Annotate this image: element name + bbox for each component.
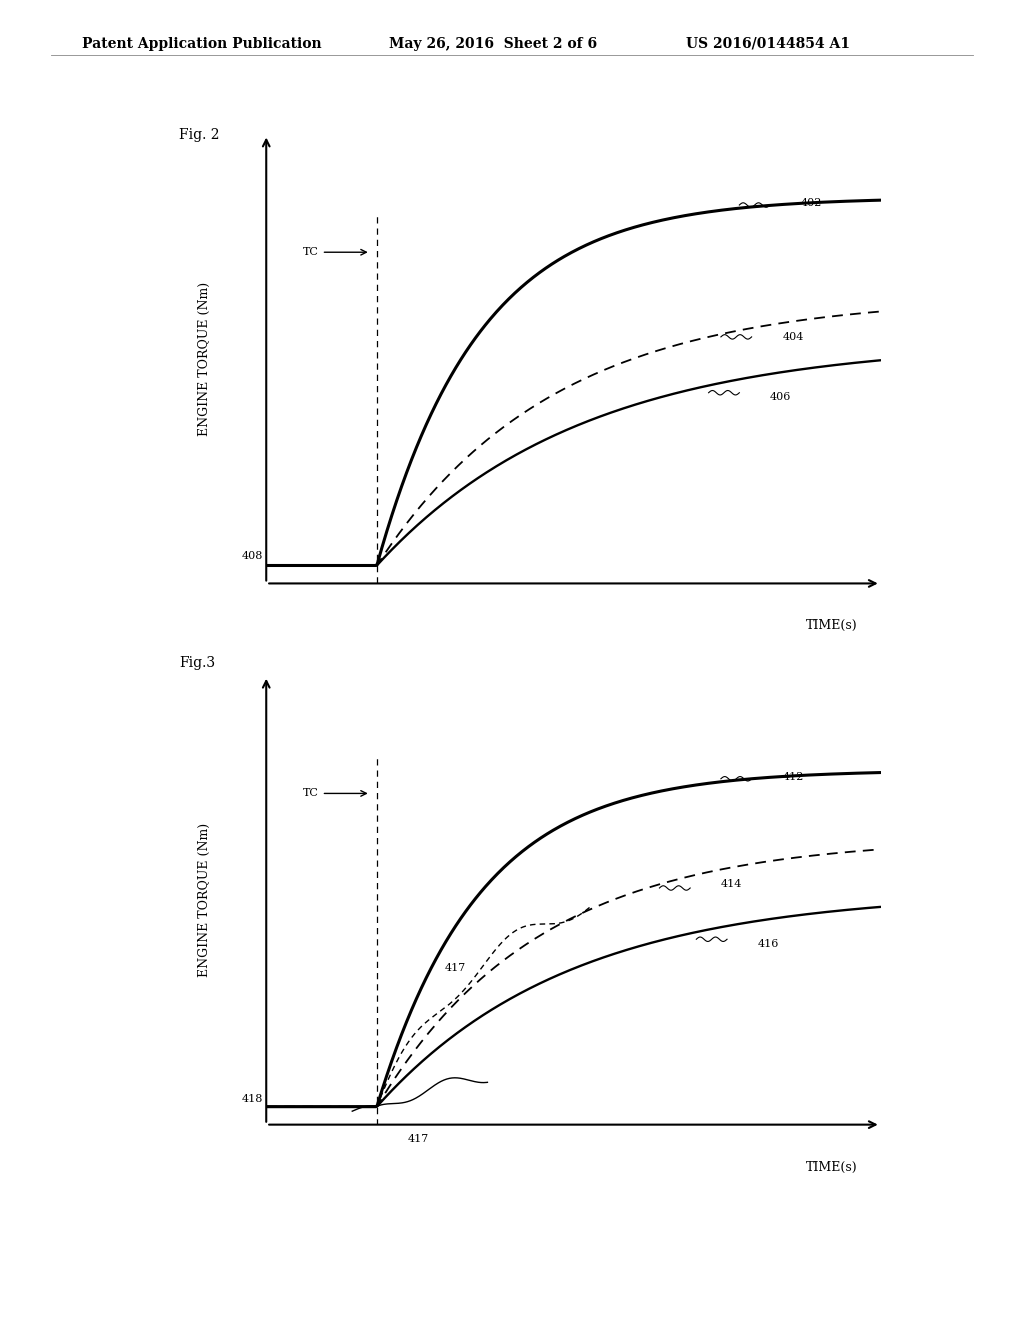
Text: May 26, 2016  Sheet 2 of 6: May 26, 2016 Sheet 2 of 6 <box>389 37 597 51</box>
Text: Fig. 2: Fig. 2 <box>179 128 220 141</box>
Text: 414: 414 <box>721 879 742 888</box>
Text: 416: 416 <box>758 939 779 949</box>
Text: 418: 418 <box>242 1094 263 1105</box>
Text: 402: 402 <box>801 198 822 207</box>
Text: 408: 408 <box>242 550 263 561</box>
Text: 417: 417 <box>408 1134 429 1143</box>
Text: US 2016/0144854 A1: US 2016/0144854 A1 <box>686 37 850 51</box>
Text: 412: 412 <box>782 771 804 781</box>
Text: Fig.3: Fig.3 <box>179 656 215 669</box>
Text: TC: TC <box>302 247 318 257</box>
Text: TIME(s): TIME(s) <box>806 619 857 632</box>
Text: TIME(s): TIME(s) <box>806 1160 857 1173</box>
Text: TC: TC <box>302 788 318 799</box>
Text: 417: 417 <box>444 962 466 973</box>
Text: 404: 404 <box>782 331 804 342</box>
Text: ENGINE TORQUE (Nm): ENGINE TORQUE (Nm) <box>199 824 211 977</box>
Text: ENGINE TORQUE (Nm): ENGINE TORQUE (Nm) <box>199 282 211 436</box>
Text: 406: 406 <box>770 392 792 403</box>
Text: Patent Application Publication: Patent Application Publication <box>82 37 322 51</box>
